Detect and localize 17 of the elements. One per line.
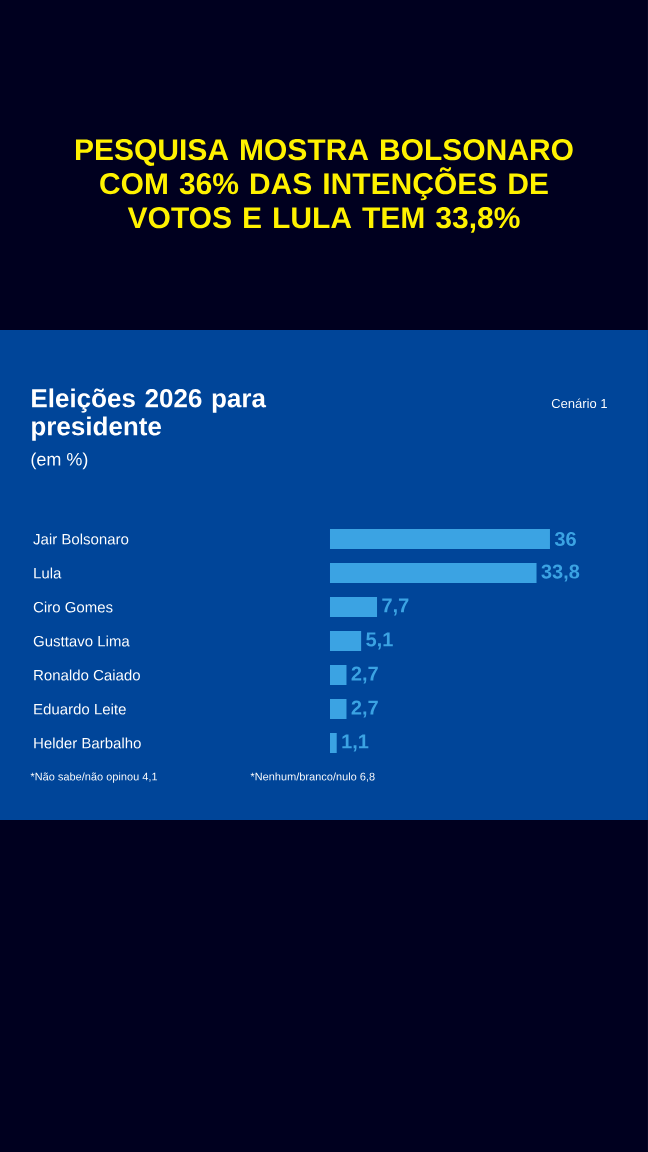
data-label: 7,7	[382, 598, 409, 616]
chart-title: PESQUISA MOSTRA BOLSONARO COM 36% DAS INTENÇÕES DE VOTOS E LULA TEM 33,8%	[75, 139, 573, 233]
bar	[329, 631, 362, 651]
bar	[329, 597, 378, 617]
text: (em %)	[31, 452, 88, 470]
bar	[329, 698, 347, 719]
bar	[329, 563, 537, 583]
data-label: 2,7	[351, 666, 378, 684]
data-label: 33,8	[541, 564, 580, 582]
data-label: 1,1	[342, 734, 369, 752]
data-label: 5,1	[366, 632, 393, 650]
bar	[329, 664, 347, 685]
data-label: 36	[554, 531, 576, 547]
bar	[329, 732, 337, 753]
data-label: 2,7	[351, 700, 378, 718]
bar	[329, 529, 550, 549]
chart-subtitle: Eleições 2026 para presidente	[32, 388, 267, 441]
